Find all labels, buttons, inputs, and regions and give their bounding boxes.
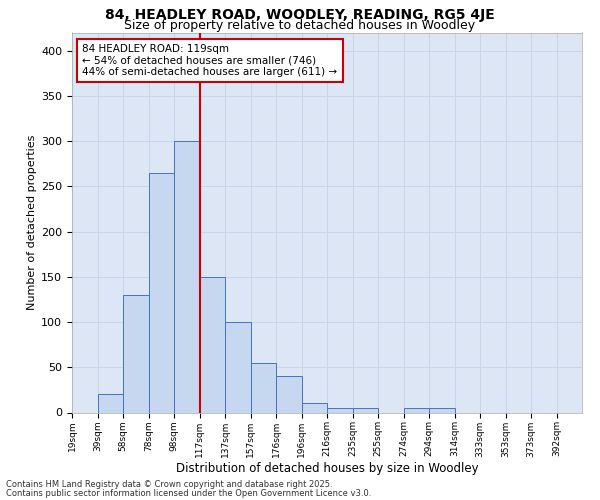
Text: 84, HEADLEY ROAD, WOODLEY, READING, RG5 4JE: 84, HEADLEY ROAD, WOODLEY, READING, RG5 …	[105, 8, 495, 22]
X-axis label: Distribution of detached houses by size in Woodley: Distribution of detached houses by size …	[176, 462, 478, 475]
Bar	[429, 408, 455, 412]
Bar	[174, 141, 199, 412]
Bar	[276, 376, 302, 412]
Bar	[123, 295, 149, 412]
Bar	[404, 408, 429, 412]
Y-axis label: Number of detached properties: Number of detached properties	[27, 135, 37, 310]
Text: Contains HM Land Registry data © Crown copyright and database right 2025.: Contains HM Land Registry data © Crown c…	[6, 480, 332, 489]
Text: 84 HEADLEY ROAD: 119sqm
← 54% of detached houses are smaller (746)
44% of semi-d: 84 HEADLEY ROAD: 119sqm ← 54% of detache…	[82, 44, 337, 77]
Text: Contains public sector information licensed under the Open Government Licence v3: Contains public sector information licen…	[6, 489, 371, 498]
Bar	[251, 362, 276, 412]
Bar	[199, 277, 225, 412]
Bar	[353, 408, 378, 412]
Bar	[302, 404, 327, 412]
Text: Size of property relative to detached houses in Woodley: Size of property relative to detached ho…	[124, 18, 476, 32]
Bar	[97, 394, 123, 412]
Bar	[149, 172, 174, 412]
Bar	[225, 322, 251, 412]
Bar	[327, 408, 353, 412]
